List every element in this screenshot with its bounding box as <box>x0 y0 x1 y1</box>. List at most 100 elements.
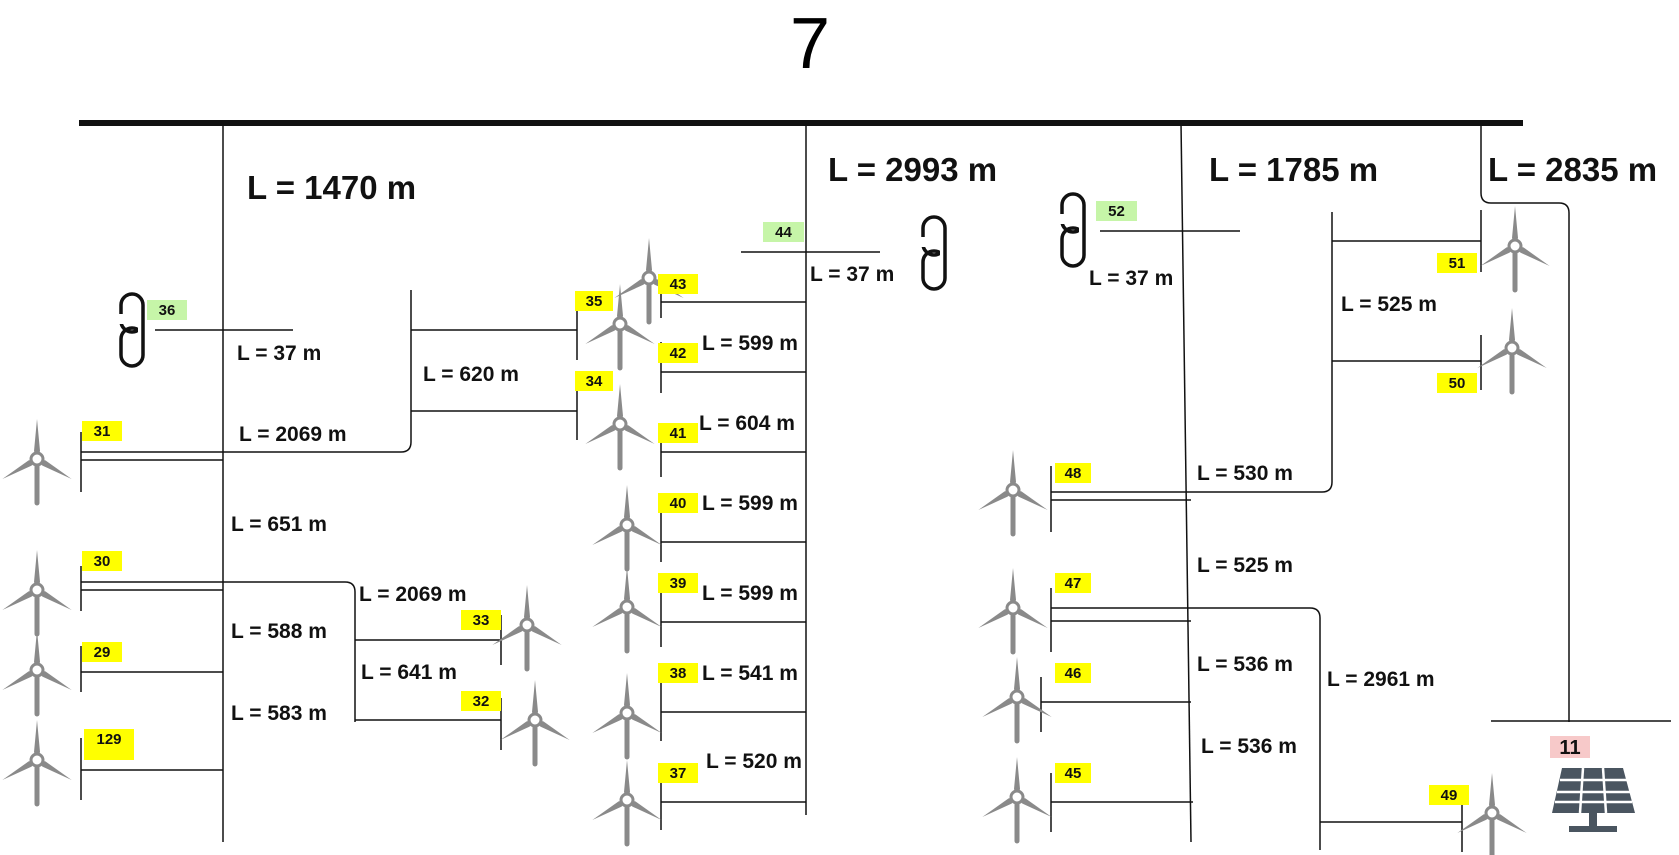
turbine-tag: 45 <box>1055 763 1091 783</box>
turbine-tag-label: 37 <box>670 765 687 782</box>
solar-panel-icon <box>1552 767 1635 832</box>
turbine-tag-label: 29 <box>94 644 111 661</box>
chain-link-icon <box>1055 192 1091 268</box>
turbine-tag-label: 48 <box>1065 465 1082 482</box>
chain-link-icon <box>916 215 952 291</box>
segment-length: L = 599 m <box>702 492 798 515</box>
turbine-tag: 129 <box>84 729 134 760</box>
segment-length: L = 599 m <box>702 582 798 605</box>
pv-tag-label: 11 <box>1559 737 1580 759</box>
segment-length: L = 604 m <box>699 412 795 435</box>
wind-turbine-icon <box>1479 206 1551 290</box>
bus-title: 7 <box>790 4 830 84</box>
turbine-tag: 46 <box>1055 663 1091 683</box>
wind-turbine-icon <box>977 568 1049 652</box>
segment-length: L = 599 m <box>702 332 798 355</box>
wiring <box>80 122 1671 852</box>
turbine-tag-label: 33 <box>473 612 490 629</box>
turbine-tag: 40 <box>658 493 698 513</box>
feeder-length-labels: L = 1470 m L = 2993 m L = 1785 m L = 283… <box>247 151 1657 206</box>
turbine-tag: 42 <box>658 343 698 363</box>
pv-tag: 11 <box>1550 736 1590 759</box>
chain-link-icon <box>114 292 150 368</box>
turbine-tag-label: 30 <box>94 553 111 570</box>
wind-turbine-icon <box>591 567 663 651</box>
link-tag: 52 <box>1096 201 1137 221</box>
link-tag: 44 <box>763 222 804 242</box>
segment-length: L = 525 m <box>1341 293 1437 316</box>
node-tags: 31 30 29 129 33 32 35 34 43 42 41 40 39 38 37 48 47 46 45 5… <box>82 201 1590 805</box>
turbine-tag: 37 <box>658 763 698 783</box>
turbine-tag: 51 <box>1437 253 1477 273</box>
turbine-tag-label: 40 <box>670 495 687 512</box>
wind-turbine-icon <box>1 419 73 503</box>
turbine-tag: 31 <box>82 421 122 441</box>
segment-length: L = 37 m <box>1089 267 1173 290</box>
turbine-tag-label: 50 <box>1449 375 1466 392</box>
wind-turbine-icon <box>591 485 663 569</box>
segment-length: L = 536 m <box>1197 653 1293 676</box>
turbine-tag-label: 43 <box>670 276 687 293</box>
turbine-tag-label: 45 <box>1065 765 1082 782</box>
turbine-tag: 50 <box>1437 373 1477 393</box>
turbine-tag: 47 <box>1055 573 1091 593</box>
turbine-tag-label: 41 <box>670 425 687 442</box>
segment-length: L = 37 m <box>237 342 321 365</box>
segment-length: L = 536 m <box>1201 735 1297 758</box>
feeder-length: L = 1470 m <box>247 169 416 206</box>
turbine-tag-label: 31 <box>94 423 111 440</box>
link-tag-label: 52 <box>1108 203 1125 220</box>
segment-length: L = 541 m <box>702 662 798 685</box>
wind-turbine-icon <box>591 760 663 844</box>
turbine-tag: 29 <box>82 642 122 662</box>
turbine-tag: 33 <box>461 610 501 630</box>
turbine-tag-label: 51 <box>1449 255 1466 272</box>
turbine-tag: 43 <box>658 274 698 294</box>
segment-length: L = 2069 m <box>359 583 467 606</box>
wind-turbine-icon <box>1 720 73 804</box>
link-tag: 36 <box>147 300 187 320</box>
link-tag-label: 44 <box>775 224 792 241</box>
segment-length: L = 37 m <box>810 263 894 286</box>
wind-turbine-icon <box>981 757 1053 841</box>
segment-length: L = 583 m <box>231 702 327 725</box>
wind-turbine-icon <box>977 450 1049 534</box>
turbine-tag-label: 39 <box>670 575 687 592</box>
wind-turbine-icon <box>1 630 73 714</box>
turbine-tag-label: 47 <box>1065 575 1082 592</box>
feeder-length: L = 2993 m <box>828 151 997 188</box>
segment-length: L = 2069 m <box>239 423 347 446</box>
segment-length-labels: L = 37 m L = 620 m L = 2069 m L = 651 m … <box>231 263 1437 773</box>
turbine-tag: 34 <box>575 371 613 391</box>
turbine-tag-label: 129 <box>96 731 121 748</box>
turbine-tag: 39 <box>658 573 698 593</box>
segment-length: L = 2961 m <box>1327 668 1435 691</box>
turbine-tag-label: 38 <box>670 665 687 682</box>
turbine-tag: 38 <box>658 663 698 683</box>
turbine-tag: 35 <box>575 291 613 311</box>
turbine-tag: 49 <box>1429 785 1469 805</box>
segment-length: L = 588 m <box>231 620 327 643</box>
wind-turbine-icon <box>981 657 1053 741</box>
wind-turbine-icon <box>591 673 663 757</box>
segment-length: L = 641 m <box>361 661 457 684</box>
turbine-tag: 48 <box>1055 463 1091 483</box>
turbine-tag-label: 32 <box>473 693 490 710</box>
turbine-tag: 30 <box>82 551 122 571</box>
segment-length: L = 525 m <box>1197 554 1293 577</box>
wind-turbine-icon <box>499 680 571 764</box>
segment-length: L = 520 m <box>706 750 802 773</box>
segment-length: L = 620 m <box>423 363 519 386</box>
feeder-length: L = 1785 m <box>1209 151 1378 188</box>
turbine-tag-label: 42 <box>670 345 687 362</box>
turbine-tag: 32 <box>461 691 501 711</box>
turbine-tag-label: 34 <box>586 373 603 390</box>
wind-turbine-icon <box>584 384 656 468</box>
wind-turbine-icon <box>1 550 73 634</box>
link-tag-label: 36 <box>159 302 176 319</box>
segment-length: L = 651 m <box>231 513 327 536</box>
turbine-tag-label: 46 <box>1065 665 1082 682</box>
turbine-tag-label: 49 <box>1441 787 1458 804</box>
feeder-length: L = 2835 m <box>1488 151 1657 188</box>
